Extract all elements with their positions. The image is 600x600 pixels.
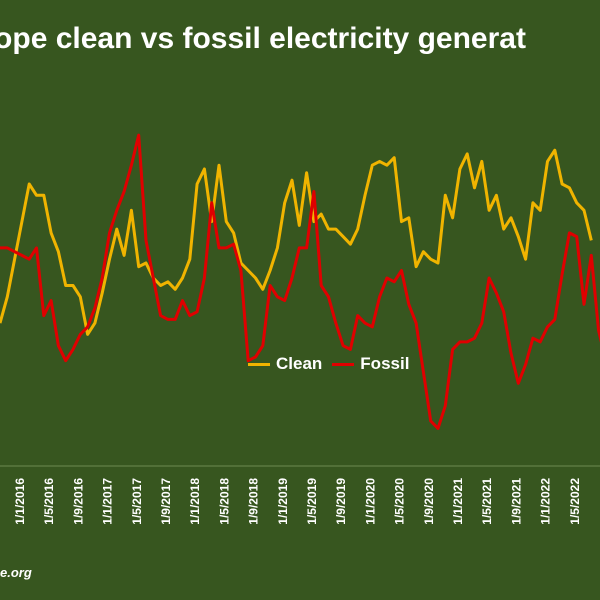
source-credit: e.org [0,565,32,580]
legend-swatch-clean [248,362,270,366]
series-line-clean [0,148,593,336]
x-tick-label: 1/9/2018 [247,478,261,525]
x-tick-label: 1/5/2021 [480,478,494,525]
legend-swatch-fossil [332,362,355,366]
x-tick-label: 1/1/2020 [363,478,377,525]
x-tick-label: 1/9/2020 [422,478,436,525]
x-tick-label: 1/5/2018 [217,478,231,525]
legend-item-clean: Clean [248,354,322,374]
legend: Clean Fossil [248,354,409,374]
x-tick-label: 1/9/2017 [159,478,173,525]
x-tick-label: 1/1/2017 [101,478,115,525]
legend-item-fossil: Fossil [332,354,409,374]
legend-label-fossil: Fossil [360,354,410,373]
series-line-fossil [0,133,600,430]
x-tick-label: 1/1/2016 [13,478,27,525]
x-tick-label: 1/5/2016 [42,478,56,525]
x-tick-label: 1/5/2017 [130,478,144,525]
legend-label-clean: Clean [276,354,323,373]
x-tick-label: 1/1/2021 [451,478,465,525]
x-tick-label: 1/9/2021 [509,478,523,525]
x-tick-label: 1/5/2022 [568,478,582,525]
x-tick-label: 1/1/2019 [276,478,290,525]
x-tick-labels: 1/1/2016 1/5/2016 1/9/2016 1/1/2017 1/5/2017… [13,478,582,525]
x-tick-label: 1/1/2022 [539,478,553,525]
x-tick-label: 1/1/2018 [188,478,202,525]
x-tick-label: 1/5/2020 [393,478,407,525]
x-tick-label: 1/9/2016 [71,478,85,525]
chart-title: ope clean vs fossil electricity generat [0,22,526,55]
series-lines [0,133,600,430]
x-tick-label: 1/9/2019 [334,478,348,525]
x-tick-label: 1/5/2019 [305,478,319,525]
